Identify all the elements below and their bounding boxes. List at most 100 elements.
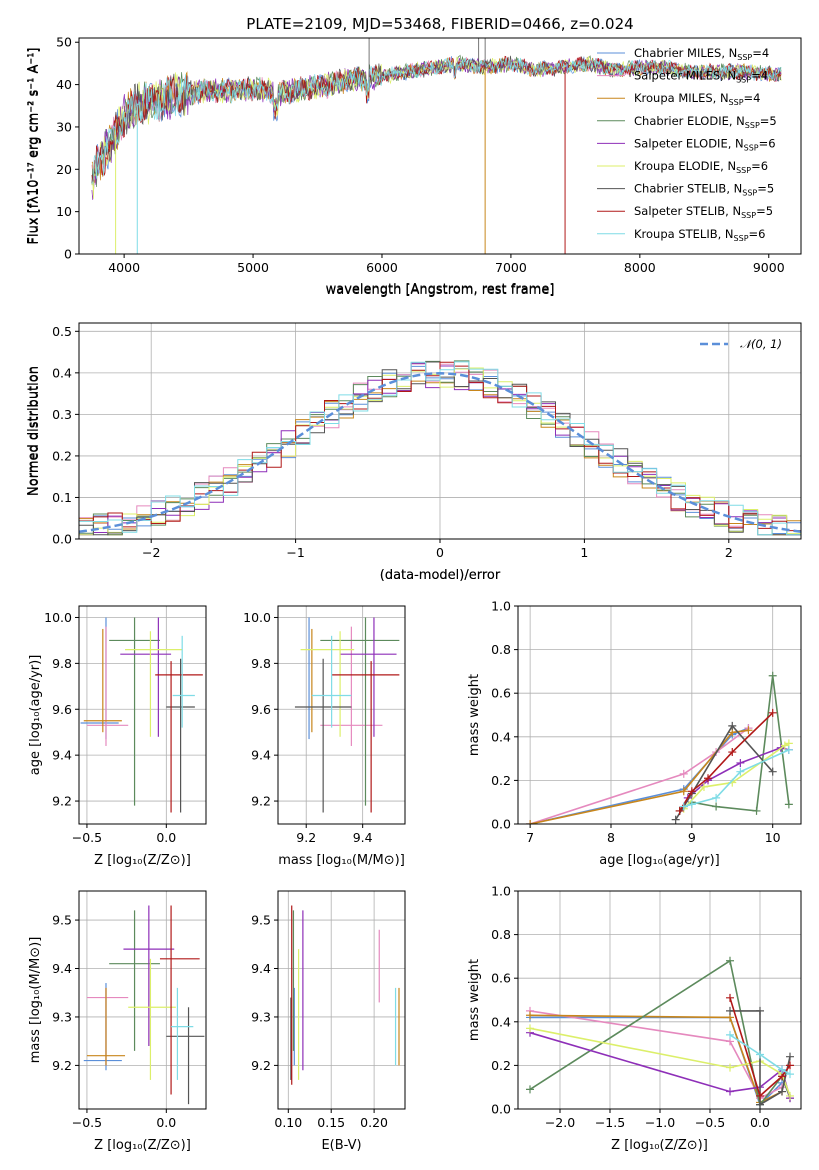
y-tick-label: 0.4 bbox=[52, 365, 72, 380]
mass_vs_Z-grid bbox=[79, 891, 206, 1109]
x-tick-label: −1 bbox=[286, 545, 304, 560]
legend-sub: SSP bbox=[737, 53, 752, 62]
legend-tail: =5 bbox=[756, 204, 773, 218]
point-chabrier-elodie bbox=[726, 956, 734, 965]
x-tick-label: 10 bbox=[765, 830, 781, 845]
point-kroupa-miles bbox=[526, 1011, 534, 1020]
y-tick-label: 10.0 bbox=[44, 610, 72, 625]
spectrum-ylabel: Flux [fλ10⁻¹⁷ erg cm⁻² s⁻¹ A⁻¹] bbox=[27, 48, 42, 245]
series-kroupa-miles bbox=[529, 1014, 783, 1104]
residuals-marks bbox=[79, 360, 801, 536]
x-tick-label: 9.2 bbox=[296, 830, 316, 845]
legend-text: Chabrier ELODIE, N bbox=[634, 114, 745, 128]
x-tick-label: 0 bbox=[436, 545, 444, 560]
y-tick-label: 1.0 bbox=[491, 599, 511, 614]
mass-vs-ebv-panel: 0.10 0.15 0.20 9.2 9.3 9.4 9.5 E(B-V) bbox=[251, 890, 406, 1153]
legend-label-chabrier-stelib: Chabrier STELIB, NSSP=5 bbox=[634, 182, 774, 198]
point-salpeter-stelib bbox=[786, 1061, 794, 1070]
y-tick-label: 9.5 bbox=[251, 913, 271, 928]
x-tick-label: 8000 bbox=[624, 260, 656, 275]
x-tick-label: −0.5 bbox=[695, 1115, 725, 1130]
legend-text: Kroupa STELIB, N bbox=[634, 227, 734, 241]
y-tick-label: 50 bbox=[56, 35, 72, 50]
x-tick-label: 7000 bbox=[495, 260, 527, 275]
mass_vs_EBV-grid bbox=[278, 891, 405, 1109]
y-tick-label: 0.6 bbox=[491, 971, 511, 986]
y-tick-label: 10 bbox=[56, 204, 72, 219]
x-tick-label: 0.15 bbox=[317, 1115, 345, 1130]
massweight-vs-metallicity-panel: −2.0 −1.5 −1.0 −0.5 0.0 0.0 0.2 0.4 0.6 0.8 1.0 Z [… bbox=[467, 884, 802, 1153]
point-kroupa-stelib bbox=[756, 1050, 764, 1059]
legend-label-salpeter-stelib: Salpeter STELIB, NSSP=5 bbox=[634, 204, 773, 220]
legend-sub: SSP bbox=[745, 121, 760, 130]
x-tick-label: −1.5 bbox=[595, 1115, 625, 1130]
x-tick-label: 8 bbox=[607, 830, 615, 845]
mass_vs_EBV-frame bbox=[277, 890, 406, 1110]
point-salpeter-stelib bbox=[675, 806, 684, 815]
point-salpeter-stelib bbox=[704, 774, 713, 783]
x-tick-label: −2 bbox=[142, 545, 160, 560]
y-tick-label: 9.5 bbox=[52, 913, 72, 928]
point-kroupa-miles bbox=[526, 820, 535, 824]
point-chabrier-stelib bbox=[786, 1052, 794, 1061]
legend-sub: SSP bbox=[736, 166, 751, 175]
point-chabrier-stelib bbox=[728, 721, 737, 730]
y-tick-label: 9.4 bbox=[251, 961, 271, 976]
legend-tail: =5 bbox=[757, 182, 774, 196]
x-tick-label: 0.20 bbox=[360, 1115, 388, 1130]
legend-text: Kroupa MILES, N bbox=[634, 91, 729, 105]
legend-sub: SSP bbox=[744, 143, 759, 152]
legend-text: Chabrier STELIB, N bbox=[634, 182, 742, 196]
x-tick-label: 5000 bbox=[237, 260, 269, 275]
age_vs_Z-ylabel: age [log₁₀(age/yr)] bbox=[28, 655, 43, 776]
y-tick-label: 0.5 bbox=[52, 324, 72, 339]
legend-tail: =6 bbox=[749, 227, 766, 241]
series-salpeter-stelib bbox=[729, 997, 791, 1098]
y-tick-label: 0.2 bbox=[491, 1058, 511, 1073]
residuals-xlabel: (data-model)/error bbox=[380, 568, 501, 583]
residuals-frame bbox=[78, 322, 802, 540]
y-tick-label: 9.4 bbox=[251, 748, 271, 763]
point-salpeter-stelib bbox=[756, 1091, 764, 1100]
point-chabrier-stelib bbox=[768, 767, 777, 776]
x-tick-label: 0.10 bbox=[274, 1115, 302, 1130]
y-tick-label: 0.3 bbox=[52, 407, 72, 422]
x-tick-label: 9 bbox=[688, 830, 696, 845]
spectrum-plot-area: 4000 5000 6000 7000 8000 9000 0 10 20 30 40 50 wavel… bbox=[26, 35, 785, 298]
age-vs-metallicity-panel: −0.5 0.0 9.2 9.4 9.6 9.8 10.0 Z [log₁₀(Z/Z⊙)] ag… bbox=[28, 605, 207, 868]
legend-tail: =4 bbox=[752, 46, 769, 60]
y-tick-label: 9.3 bbox=[52, 1009, 72, 1024]
residuals-panel: −2 −1 0 1 2 0.0 0.1 0.2 0.3 0.4 0.5 (data-model)/er… bbox=[26, 322, 802, 583]
age_vs_mass-frame bbox=[277, 605, 406, 825]
x-tick-label: −0.5 bbox=[72, 830, 102, 845]
spectrum-marks bbox=[91, 38, 782, 254]
spectrum-xlabel: wavelength [Angstrom, rest frame] bbox=[326, 283, 555, 298]
mass_vs_Z-ylabel: mass [log₁₀(M/M⊙)] bbox=[28, 937, 43, 1064]
y-tick-label: 20 bbox=[56, 162, 72, 177]
series-kroupa-stelib bbox=[729, 1034, 791, 1075]
point-kroupa-miles bbox=[744, 726, 753, 735]
spectrum-title: PLATE=2109, MJD=53468, FIBERID=0466, z=0… bbox=[246, 15, 633, 33]
series-chabrier-elodie bbox=[679, 675, 790, 812]
y-tick-label: 9.4 bbox=[52, 961, 72, 976]
point-chabrier-elodie bbox=[768, 671, 777, 680]
legend-text: Salpeter STELIB, N bbox=[634, 204, 741, 218]
point-salpeter-elodie bbox=[726, 1087, 734, 1096]
y-tick-label: 10.0 bbox=[243, 610, 271, 625]
point-chabrier-elodie bbox=[752, 806, 761, 815]
x-tick-label: −2.0 bbox=[545, 1115, 575, 1130]
legend-tail: =6 bbox=[751, 159, 768, 173]
legend-sub: SSP bbox=[729, 98, 744, 107]
x-tick-label: 7 bbox=[526, 830, 534, 845]
spectrum-line-kroupa-stelib bbox=[91, 57, 782, 185]
series-kroupa-stelib bbox=[683, 749, 790, 808]
legend-label-salpeter-elodie: Salpeter ELODIE, NSSP=6 bbox=[634, 136, 776, 152]
mass_vs_Z-marks bbox=[83, 905, 205, 1105]
age_vs_mass-xlabel: mass [log₁₀(M/M⊙)] bbox=[278, 853, 405, 868]
point-kroupa-elodie bbox=[726, 1063, 734, 1072]
point-kroupa-stelib bbox=[736, 767, 745, 776]
point-salpeter-elodie bbox=[736, 758, 745, 767]
y-tick-label: 0.2 bbox=[491, 773, 511, 788]
y-tick-label: 0.4 bbox=[491, 1014, 511, 1029]
x-tick-label: 9000 bbox=[753, 260, 785, 275]
